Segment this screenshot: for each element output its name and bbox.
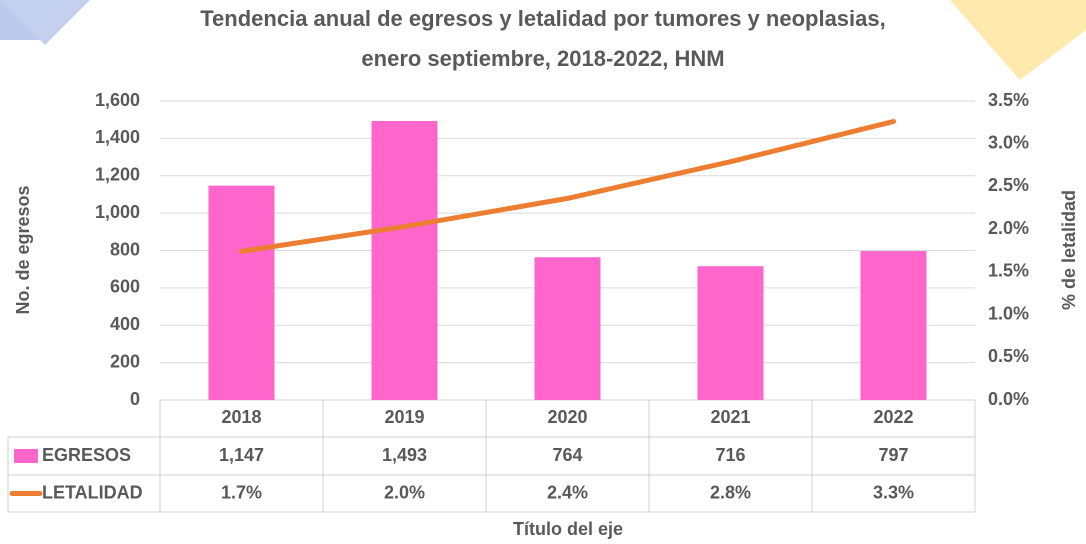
data-label: 3.3% [873,482,914,502]
data-label: 1,147 [219,445,264,465]
legend-label: EGRESOS [42,445,131,465]
legend-swatch [14,449,38,463]
legend-label: LETALIDAD [42,482,143,502]
y-tick-label: 800 [110,239,140,259]
x-tick-label: 2018 [221,407,261,427]
y2-tick-label: 0.5% [988,346,1029,366]
y2-axis-label: % de letalidad [1059,190,1079,310]
y2-tick-label: 2.5% [988,175,1029,195]
y-tick-label: 0 [130,389,140,409]
x-tick-label: 2021 [710,407,750,427]
y2-tick-label: 3.5% [988,90,1029,110]
chart-title: Tendencia anual de egresos y letalidad p… [200,6,885,31]
y-tick-label: 600 [110,277,140,297]
x-axis-label: Título del eje [513,519,623,539]
y2-tick-label: 1.0% [988,303,1029,323]
x-tick-label: 2022 [873,407,913,427]
y-tick-label: 1,200 [95,165,140,185]
chart-subtitle: enero septiembre, 2018-2022, HNM [361,46,724,71]
bar [371,120,438,400]
y2-tick-label: 2.0% [988,218,1029,238]
data-label: 764 [552,445,582,465]
decoration [950,0,1086,80]
bar [860,251,927,400]
y-tick-label: 200 [110,351,140,371]
x-tick-label: 2019 [384,407,424,427]
data-label: 1.7% [221,482,262,502]
y2-tick-label: 1.5% [988,261,1029,281]
y-axis-label: No. de egresos [13,185,33,314]
y-tick-label: 1,000 [95,202,140,222]
data-label: 2.4% [547,482,588,502]
y2-tick-label: 3.0% [988,132,1029,152]
line [239,119,896,254]
bar [208,185,275,400]
decoration [0,0,40,40]
x-tick-label: 2020 [547,407,587,427]
bar [697,266,764,400]
data-label: 2.0% [384,482,425,502]
decoration [0,0,90,45]
y-tick-label: 1,400 [95,127,140,147]
bar [534,257,601,400]
data-label: 797 [878,445,908,465]
data-label: 2.8% [710,482,751,502]
y-tick-label: 400 [110,314,140,334]
y-tick-label: 1,600 [95,90,140,110]
y2-tick-label: 0.0% [988,389,1029,409]
data-label: 1,493 [382,445,427,465]
data-label: 716 [715,445,745,465]
